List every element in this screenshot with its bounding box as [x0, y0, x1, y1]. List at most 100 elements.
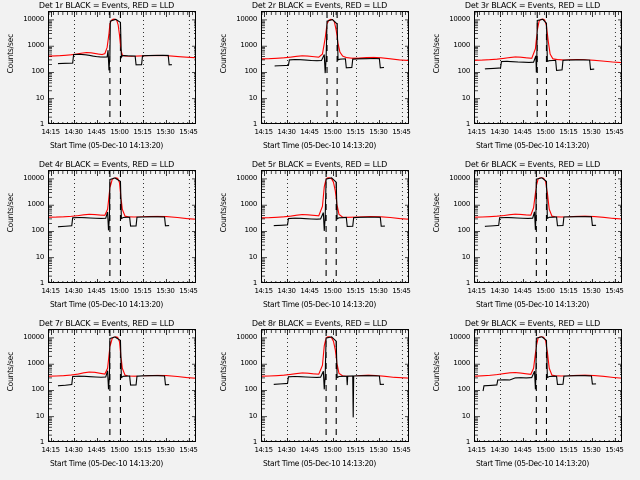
x-tick-label: 15:00	[323, 128, 342, 136]
plot-panel: Det 3r BLACK = Events, RED = LLD Counts/s…	[426, 0, 639, 160]
panel-title: Det 7r BLACK = Events, RED = LLD	[38, 319, 175, 328]
x-axis-label: Start Time (05-Dec-10 14:13:20)	[475, 459, 590, 468]
plot-panel: Det 5r BLACK = Events, RED = LLD Counts/s…	[213, 159, 426, 319]
x-tick-label: 14:30	[277, 446, 296, 454]
y-tick-label: 1000	[240, 41, 257, 50]
plot-area	[474, 11, 622, 124]
panel-title: Det 6r BLACK = Events, RED = LLD	[464, 160, 601, 169]
x-tick-label: 15:15	[133, 446, 152, 454]
y-tick-label: 1000	[27, 200, 44, 209]
series-lld	[262, 336, 408, 379]
x-tick-label: 15:15	[346, 287, 365, 295]
x-tick-label: 14:45	[300, 446, 319, 454]
x-tick-label: 15:45	[392, 128, 411, 136]
panel-title: Det 4r BLACK = Events, RED = LLD	[38, 160, 175, 169]
panel-title: Det 5r BLACK = Events, RED = LLD	[251, 160, 388, 169]
y-tick-label: 1	[39, 120, 44, 128]
y-tick-label: 1000	[453, 41, 470, 50]
y-tick-label: 100	[31, 67, 45, 76]
y-tick-label: 1000	[27, 41, 44, 50]
x-tick-label: 14:15	[254, 128, 273, 136]
x-tick-label: 14:15	[254, 287, 273, 295]
panel-title: Det 3r BLACK = Events, RED = LLD	[464, 1, 601, 10]
plot-area	[48, 11, 196, 124]
x-tick-label: 15:45	[179, 446, 198, 454]
x-tick-label: 14:45	[87, 287, 106, 295]
y-tick-label: 100	[31, 385, 45, 394]
panel-title: Det 1r BLACK = Events, RED = LLD	[38, 1, 175, 10]
x-tick-label: 15:30	[582, 446, 601, 454]
series-lld	[475, 18, 621, 64]
y-tick-label: 10	[35, 93, 45, 102]
x-tick-label: 15:45	[179, 128, 198, 136]
y-tick-label: 100	[244, 67, 258, 76]
x-axis-label: Start Time (05-Dec-10 14:13:20)	[262, 300, 377, 309]
x-tick-label: 15:30	[582, 287, 601, 295]
x-axis-label: Start Time (05-Dec-10 14:13:20)	[475, 141, 590, 150]
y-tick-label: 1	[465, 120, 470, 128]
panel-title: Det 9r BLACK = Events, RED = LLD	[464, 319, 601, 328]
x-tick-label: 15:00	[536, 446, 555, 454]
x-tick-label: 14:30	[64, 446, 83, 454]
series-events	[57, 18, 172, 71]
x-tick-label: 15:15	[559, 128, 578, 136]
series-lld	[49, 177, 195, 220]
plot-area	[261, 329, 409, 442]
x-tick-label: 14:15	[41, 446, 60, 454]
x-tick-label: 15:45	[605, 446, 624, 454]
y-tick-label: 10	[461, 252, 471, 261]
x-tick-label: 15:00	[110, 128, 129, 136]
x-tick-label: 15:00	[323, 446, 342, 454]
series-lld	[262, 177, 408, 220]
x-tick-label: 15:15	[133, 128, 152, 136]
x-tick-label: 15:30	[156, 128, 175, 136]
series-lld	[262, 18, 408, 61]
y-tick-label: 100	[31, 226, 45, 235]
plot-panel: Det 9r BLACK = Events, RED = LLD Counts/s…	[426, 318, 639, 478]
series-events	[57, 177, 170, 231]
x-axis-label: Start Time (05-Dec-10 14:13:20)	[49, 300, 164, 309]
y-tick-label: 10	[35, 252, 45, 261]
x-tick-label: 15:45	[392, 287, 411, 295]
series-events	[273, 336, 384, 418]
x-tick-label: 14:45	[300, 128, 319, 136]
y-tick-label: 100	[457, 226, 471, 235]
plot-canvas	[49, 330, 195, 441]
plot-canvas	[262, 330, 408, 441]
x-axis-label: Start Time (05-Dec-10 14:13:20)	[262, 141, 377, 150]
x-tick-label: 15:15	[559, 446, 578, 454]
plot-area	[261, 170, 409, 283]
plot-canvas	[262, 12, 408, 123]
y-tick-label: 10	[461, 411, 471, 420]
x-tick-label: 14:30	[64, 287, 83, 295]
y-tick-label: 10000	[23, 14, 44, 23]
y-tick-label: 10000	[236, 173, 257, 182]
x-tick-label: 15:15	[346, 446, 365, 454]
series-events	[57, 336, 170, 390]
y-tick-label: 10	[248, 93, 258, 102]
x-tick-label: 15:45	[605, 128, 624, 136]
plot-panel: Det 2r BLACK = Events, RED = LLD Counts/s…	[213, 0, 426, 160]
y-tick-label: 1000	[453, 200, 470, 209]
x-tick-label: 15:00	[110, 446, 129, 454]
y-tick-label: 10000	[23, 173, 44, 182]
x-tick-label: 15:30	[369, 128, 388, 136]
y-tick-label: 100	[457, 385, 471, 394]
series-events	[274, 18, 385, 74]
y-tick-label: 1	[465, 438, 470, 446]
y-tick-label: 10000	[23, 332, 44, 341]
y-tick-label: 100	[457, 67, 471, 76]
x-tick-label: 15:45	[179, 287, 198, 295]
plot-panel: Det 8r BLACK = Events, RED = LLD Counts/s…	[213, 318, 426, 478]
x-tick-label: 15:45	[605, 287, 624, 295]
x-tick-label: 14:30	[490, 446, 509, 454]
series-lld	[475, 177, 621, 220]
y-tick-label: 1	[252, 438, 257, 446]
x-tick-label: 14:45	[513, 287, 532, 295]
x-tick-label: 15:00	[536, 287, 555, 295]
x-tick-label: 15:30	[369, 446, 388, 454]
y-tick-label: 10000	[236, 14, 257, 23]
y-tick-label: 1	[465, 279, 470, 287]
x-tick-label: 15:45	[392, 446, 411, 454]
